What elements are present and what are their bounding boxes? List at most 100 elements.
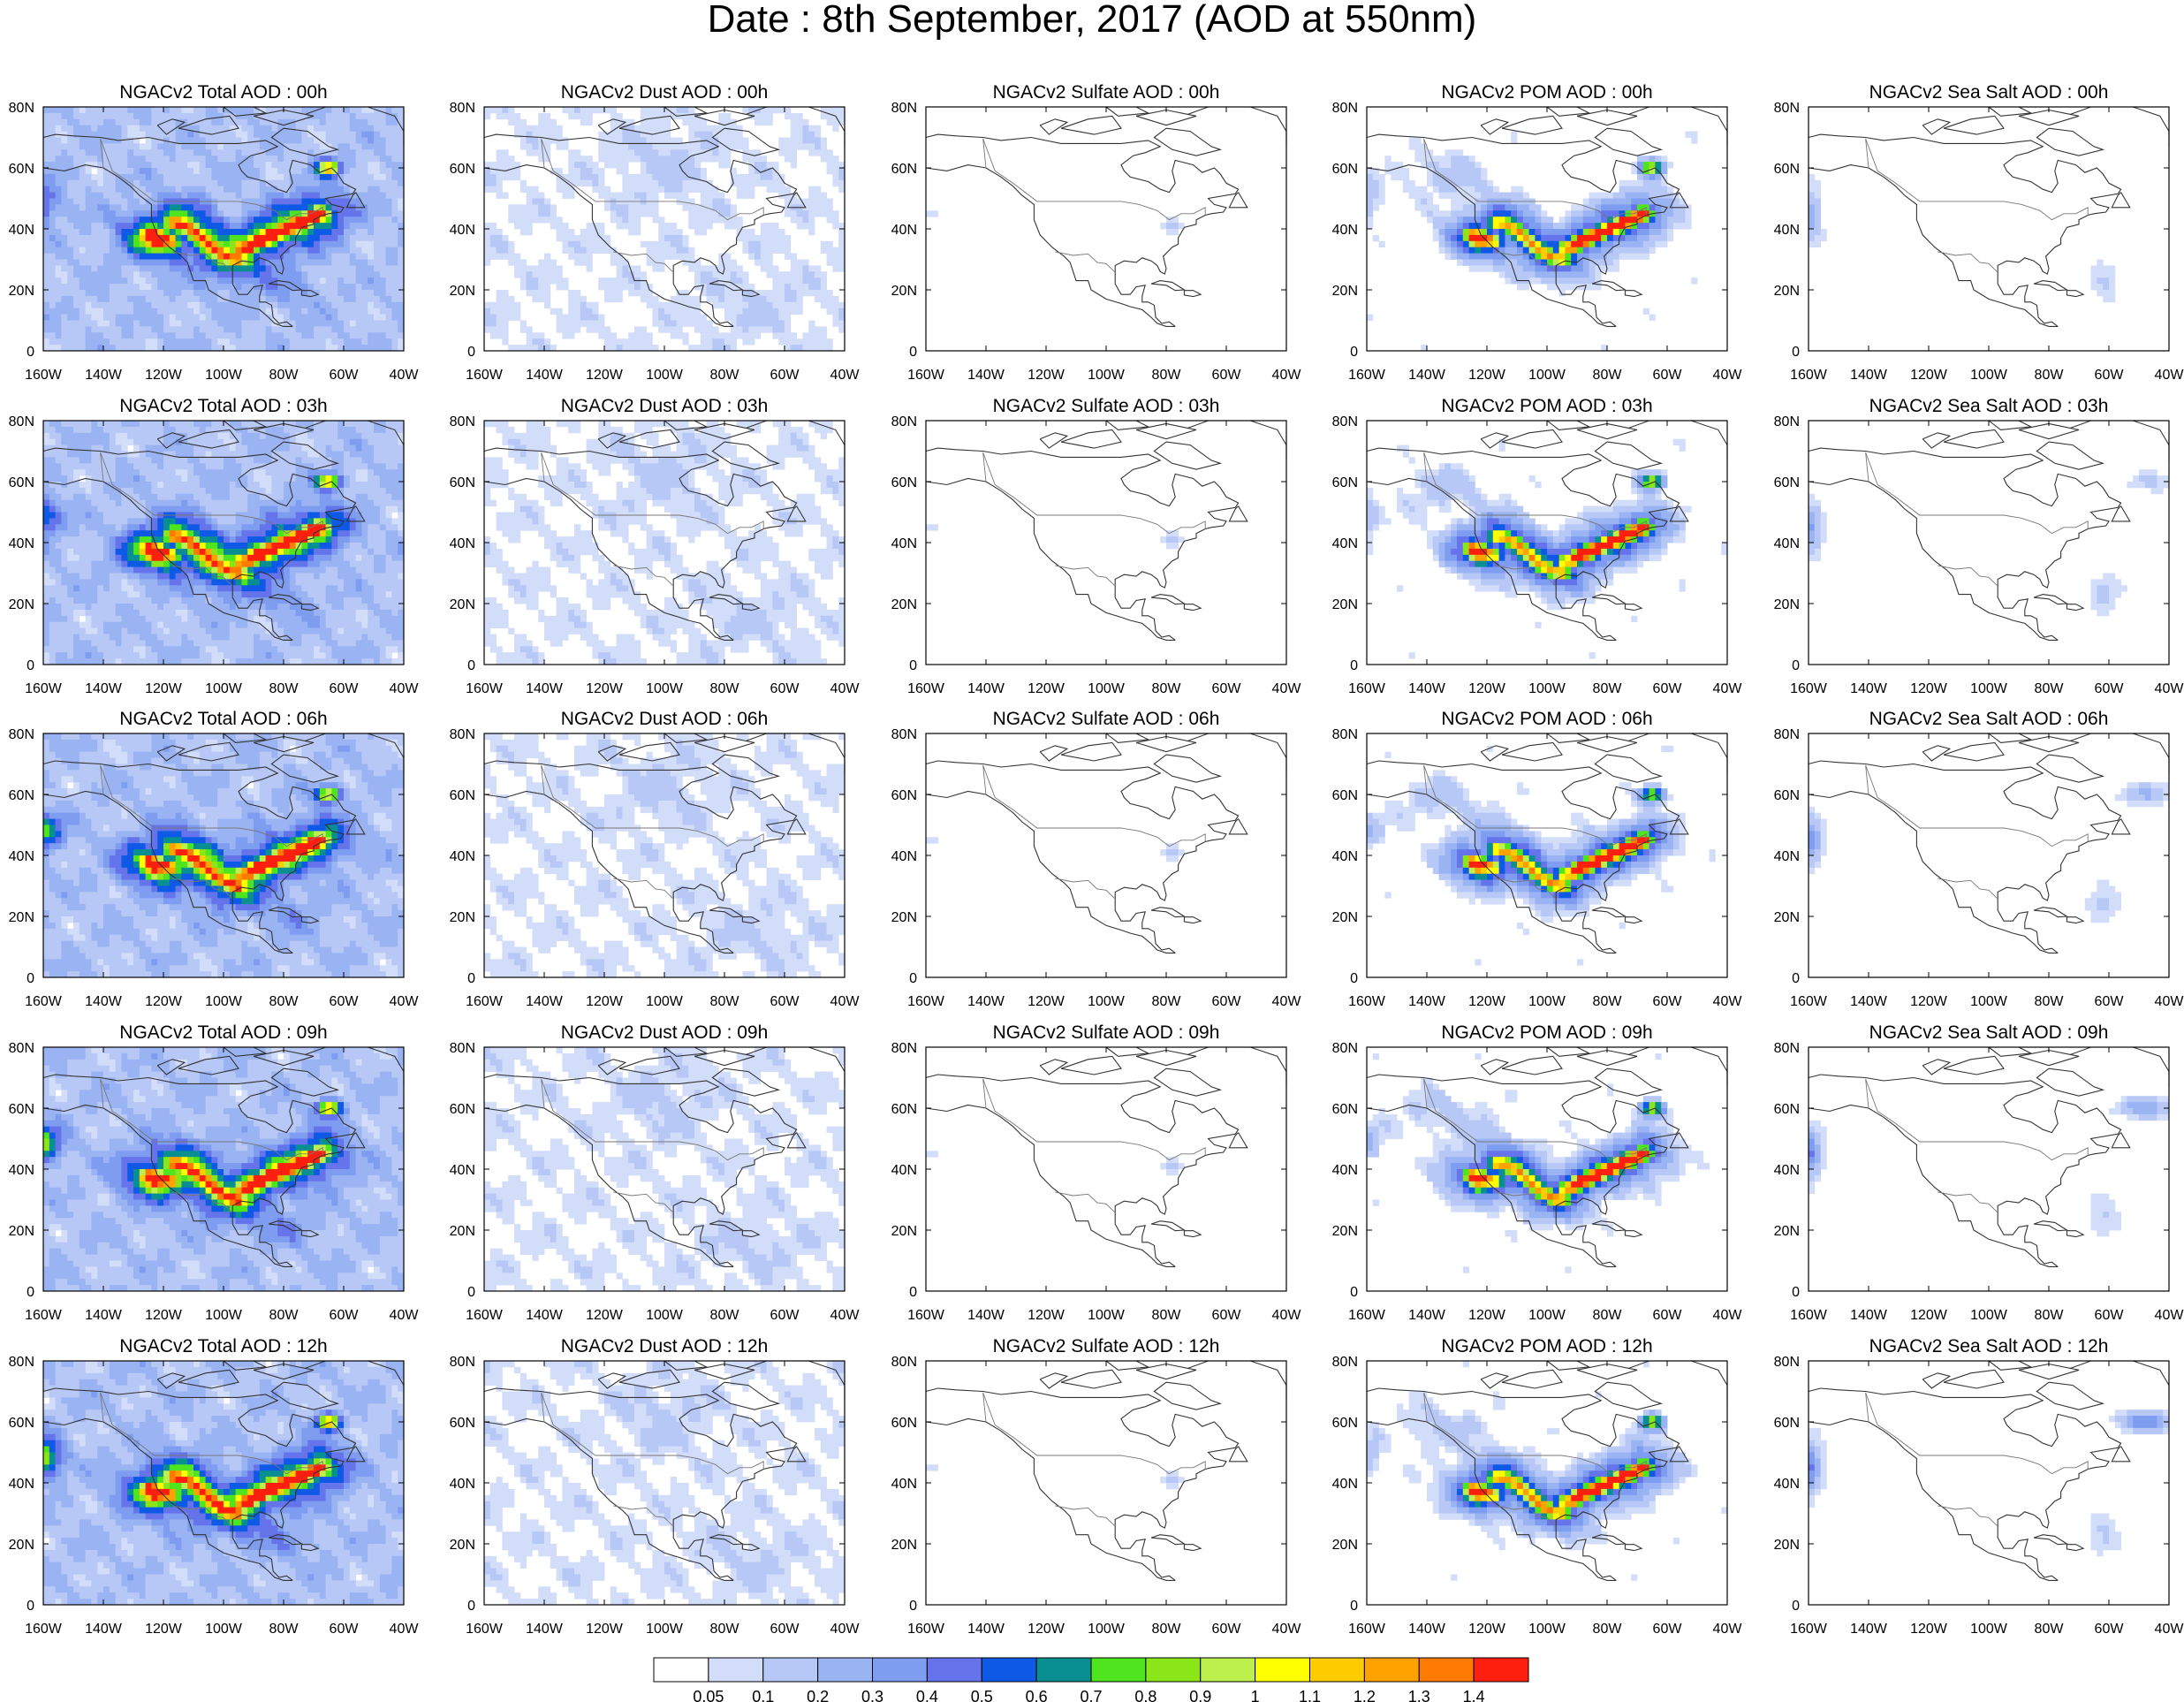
aod-cell: [2109, 277, 2115, 284]
aod-cell: [742, 229, 748, 235]
aod-cell: [337, 315, 344, 321]
aod-cell: [386, 204, 392, 210]
aod-cell: [1541, 217, 1547, 223]
aod-cell: [598, 241, 604, 247]
aod-cell: [350, 290, 356, 296]
aod-cell: [767, 302, 773, 308]
aod-cell: [356, 326, 362, 332]
aod-cell: [187, 321, 193, 327]
aod-cell: [290, 427, 296, 433]
aod-cell: [344, 119, 350, 125]
aod-cell: [592, 168, 598, 174]
aod-cell: [737, 296, 743, 302]
aod-cell: [103, 427, 110, 433]
aod-cell: [224, 284, 230, 290]
aod-cell: [386, 138, 392, 144]
aod-cell: [260, 186, 266, 193]
aod-cell: [748, 235, 755, 241]
aod-cell: [634, 186, 641, 193]
aod-cell: [224, 156, 230, 162]
aod-cell: [538, 345, 544, 351]
aod-cell: [277, 308, 284, 315]
aod-cell: [200, 204, 206, 210]
aod-cell: [1535, 265, 1541, 271]
coastline-greenland: [1187, 107, 1286, 147]
aod-cell: [49, 433, 56, 439]
borders: [1866, 139, 2089, 272]
aod-cell: [67, 223, 73, 229]
aod-cell: [284, 345, 290, 351]
aod-cell: [1481, 229, 1487, 235]
aod-cell: [1457, 229, 1463, 235]
aod-cell: [331, 125, 337, 132]
aod-cell: [386, 217, 392, 223]
aod-cell: [254, 326, 260, 332]
aod-cell: [284, 174, 290, 180]
aod-cell: [1577, 217, 1583, 223]
aod-cell: [1481, 254, 1487, 260]
aod-cell: [133, 326, 140, 332]
aod-cell: [97, 308, 103, 315]
aod-cell: [772, 180, 778, 186]
aod-cell: [103, 223, 110, 229]
aod-cell: [140, 241, 146, 247]
aod-cell: [778, 241, 785, 247]
aod-cell: [187, 427, 193, 433]
aod-cell: [181, 143, 187, 149]
aod-cell: [1655, 210, 1661, 217]
aod-cell: [701, 284, 707, 290]
aod-cell: [538, 217, 544, 223]
aod-cell: [1493, 193, 1499, 199]
aod-cell: [247, 217, 254, 223]
aod-cell: [296, 174, 302, 180]
aod-cell: [772, 162, 778, 168]
aod-cell: [538, 199, 544, 205]
aod-cell: [386, 284, 392, 290]
island: [2036, 128, 2103, 156]
aod-cell: [146, 345, 152, 351]
aod-cell: [266, 113, 272, 119]
aod-cell: [755, 235, 761, 241]
aod-cell: [688, 132, 694, 138]
aod-cell: [755, 241, 761, 247]
aod-cell: [277, 113, 284, 119]
aod-cell: [1439, 156, 1445, 162]
aod-cell: [574, 308, 580, 315]
aod-cell: [133, 193, 140, 199]
aod-cell: [724, 254, 731, 260]
aod-cell: [568, 162, 574, 168]
aod-cell: [1565, 254, 1571, 260]
aod-cell: [1661, 223, 1667, 229]
aod-cell: [301, 217, 307, 223]
aod-cell: [682, 149, 688, 156]
aod-cell: [247, 223, 254, 229]
aod-cell: [682, 186, 688, 193]
aod-cell: [200, 193, 206, 199]
aod-cell: [827, 308, 833, 315]
aod-cell: [80, 302, 86, 308]
aod-cell: [527, 204, 533, 210]
aod-cell: [157, 308, 163, 315]
aod-cell: [56, 162, 62, 168]
aod-cell: [56, 271, 62, 277]
aod-cell: [91, 125, 97, 132]
aod-cell: [110, 332, 116, 338]
aod-cell: [1499, 217, 1505, 223]
aod-cell: [778, 149, 785, 156]
aod-cell: [1511, 138, 1517, 144]
aod-cell: [236, 265, 242, 271]
aod-cell: [718, 143, 724, 149]
aod-cell: [1815, 229, 1821, 235]
aod-cell: [326, 180, 332, 186]
aod-cell: [386, 193, 392, 199]
aod-cell: [277, 204, 284, 210]
aod-cell: [380, 113, 386, 119]
aod-cell: [368, 271, 374, 277]
aod-cell: [1815, 180, 1821, 186]
aod-cell: [368, 210, 374, 217]
aod-cell: [622, 277, 628, 284]
aod-cell: [688, 315, 694, 321]
aod-cell: [127, 247, 133, 254]
aod-cell: [301, 199, 307, 205]
aod-cell: [380, 199, 386, 205]
